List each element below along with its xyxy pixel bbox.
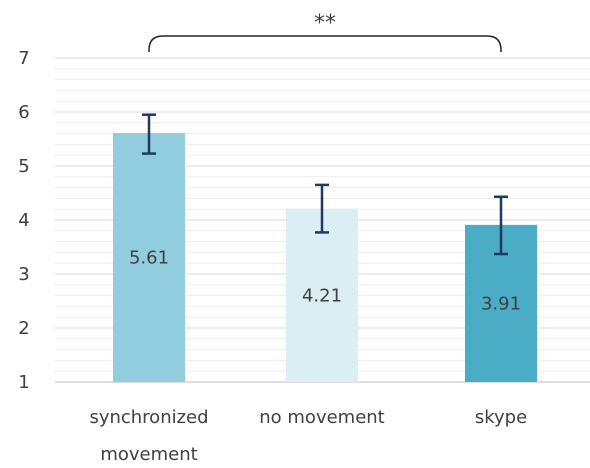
y-tick-label: 4 xyxy=(18,210,29,231)
bar xyxy=(113,133,185,382)
error-bar xyxy=(315,183,329,234)
data-label: 3.91 xyxy=(481,293,521,314)
data-label: 5.61 xyxy=(129,248,169,269)
significance-label: ** xyxy=(314,11,336,36)
value-labels: 5.61 4.21 3.91 xyxy=(129,248,521,315)
x-tick-label: no movement xyxy=(259,407,385,428)
y-tick-label: 2 xyxy=(18,318,29,339)
y-tick-label: 6 xyxy=(18,102,29,123)
significance-bracket-line xyxy=(148,35,502,52)
x-tick-label: skype xyxy=(475,407,527,428)
error-bar xyxy=(494,195,508,256)
y-tick-label: 5 xyxy=(18,156,29,177)
y-axis-ticks: 1 2 3 4 5 6 7 xyxy=(18,48,29,393)
y-tick-label: 3 xyxy=(18,264,29,285)
significance-bracket: ** xyxy=(148,11,502,52)
bars xyxy=(113,133,537,382)
error-bar xyxy=(142,113,156,155)
category-labels: synchronized movement no movement skype xyxy=(89,407,527,465)
error-bars xyxy=(142,113,508,256)
bar xyxy=(286,208,358,382)
y-tick-label: 7 xyxy=(18,48,29,69)
y-tick-label: 1 xyxy=(18,372,29,393)
x-tick-label: synchronized movement xyxy=(89,407,208,465)
data-label: 4.21 xyxy=(302,285,342,306)
